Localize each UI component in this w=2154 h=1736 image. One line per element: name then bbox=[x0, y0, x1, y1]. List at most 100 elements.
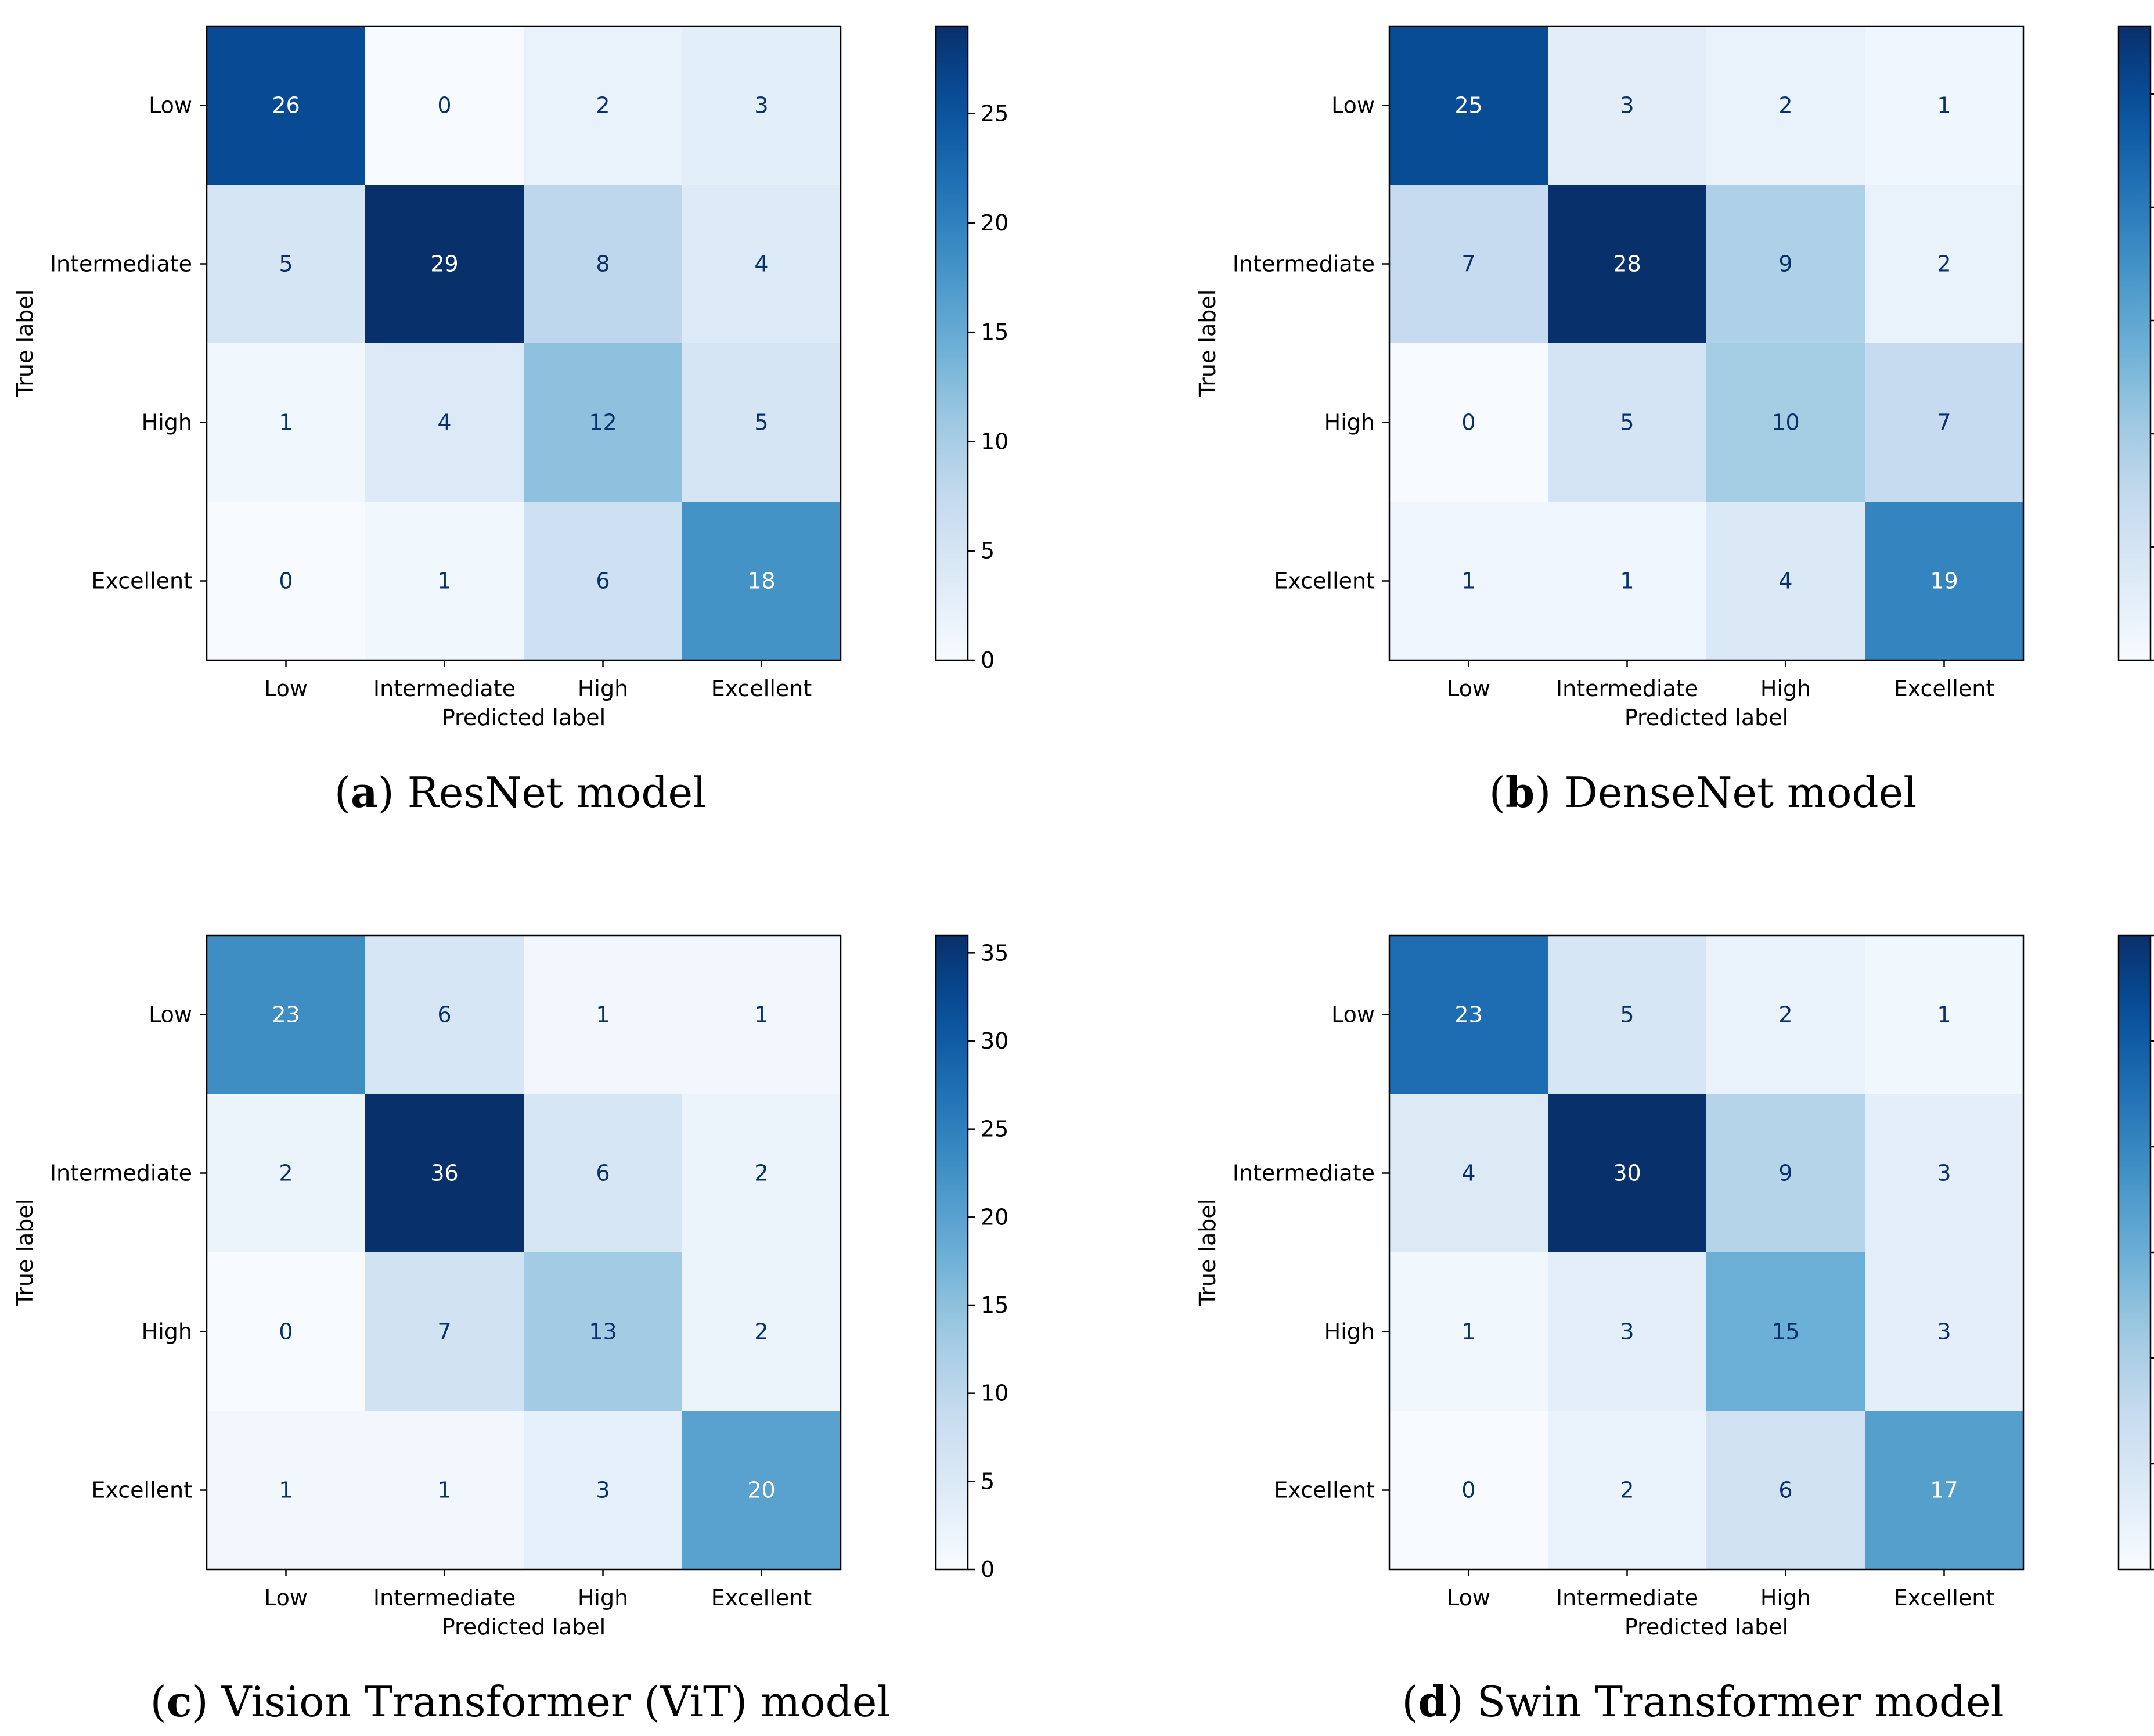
x-tick-label: Low bbox=[264, 1585, 308, 1611]
y-tick-label: Low bbox=[149, 93, 192, 118]
colorbar bbox=[2117, 934, 2152, 1571]
y-tick-label: High bbox=[1324, 1319, 1375, 1345]
colorbar-tick-label: 0 bbox=[981, 647, 995, 673]
y-tick-label: Intermediate bbox=[50, 251, 192, 277]
caption-paren-open: ( bbox=[1402, 1677, 1418, 1726]
colorbar-tick-label: 20 bbox=[981, 210, 1008, 236]
matrix-cell bbox=[365, 343, 524, 502]
cell-value: 17 bbox=[1930, 1478, 1958, 1503]
matrix-cell bbox=[1548, 343, 1706, 502]
matrix-cell bbox=[365, 1411, 524, 1569]
cell-value: 4 bbox=[1461, 1161, 1475, 1186]
matrix-cell bbox=[1865, 1094, 2023, 1252]
cell-value: 2 bbox=[279, 1161, 293, 1186]
caption-paren-open: ( bbox=[334, 768, 351, 817]
matrix-cell bbox=[682, 26, 841, 185]
matrix-cell bbox=[207, 1094, 365, 1252]
matrix-cell bbox=[207, 1252, 365, 1411]
x-tick-label: Low bbox=[264, 676, 308, 701]
cell-value: 23 bbox=[272, 1002, 300, 1028]
matrix-cell bbox=[207, 935, 365, 1094]
x-tick-label: Excellent bbox=[711, 676, 812, 701]
cell-value: 1 bbox=[1461, 568, 1475, 594]
y-axis-title: True label bbox=[1195, 290, 1220, 398]
matrix-cell bbox=[1706, 1411, 1865, 1569]
y-tick-label: Excellent bbox=[91, 1478, 192, 1503]
cell-value: 23 bbox=[1454, 1002, 1482, 1028]
colorbar-tick-label: 5 bbox=[981, 538, 995, 564]
cell-value: 3 bbox=[1937, 1161, 1951, 1186]
matrix-cell bbox=[1865, 502, 2023, 660]
x-tick-label: Intermediate bbox=[1556, 1585, 1698, 1611]
cell-value: 2 bbox=[1937, 251, 1951, 277]
matrix-cell bbox=[365, 502, 524, 660]
x-tick-label: High bbox=[1760, 1585, 1811, 1611]
cell-value: 1 bbox=[1937, 93, 1951, 118]
cell-value: 5 bbox=[1620, 410, 1634, 435]
x-axis-title: Predicted label bbox=[1624, 1614, 1788, 1640]
cell-value: 10 bbox=[1771, 410, 1799, 435]
x-tick-label: Low bbox=[1447, 1585, 1490, 1611]
matrix-cell bbox=[1389, 935, 1548, 1094]
matrix-cell bbox=[682, 935, 841, 1094]
matrix-cell bbox=[1548, 1252, 1706, 1411]
cell-value: 13 bbox=[589, 1319, 617, 1345]
matrix-cell bbox=[1706, 1094, 1865, 1252]
matrix-cell bbox=[682, 343, 841, 502]
x-tick-label: High bbox=[578, 1585, 628, 1611]
matrix-cell bbox=[1865, 185, 2023, 343]
matrix-cell bbox=[1548, 1411, 1706, 1569]
cell-value: 6 bbox=[1778, 1478, 1792, 1503]
matrix-cell bbox=[1865, 1252, 2023, 1411]
colorbar-tick-label: 15 bbox=[981, 319, 1008, 345]
matrix-cell bbox=[1865, 1411, 2023, 1569]
colorbar-tick-label: 10 bbox=[981, 1381, 1008, 1406]
matrix-cell bbox=[1548, 185, 1706, 343]
y-tick-label: Low bbox=[149, 1002, 192, 1028]
y-tick-label: Excellent bbox=[1274, 568, 1375, 594]
y-tick-label: Intermediate bbox=[1233, 1161, 1375, 1186]
colorbar-tick-label: 0 bbox=[981, 1557, 995, 1582]
cell-value: 2 bbox=[596, 93, 610, 118]
cell-value: 4 bbox=[437, 410, 451, 435]
y-tick-label: High bbox=[142, 410, 192, 435]
x-axis-title: Predicted label bbox=[442, 1614, 606, 1640]
colorbar-tick-label: 15 bbox=[981, 1292, 1008, 1318]
cell-value: 1 bbox=[1620, 568, 1634, 594]
cell-value: 25 bbox=[1454, 93, 1482, 118]
cell-value: 3 bbox=[1620, 93, 1634, 118]
matrix-cell bbox=[682, 1094, 841, 1252]
cell-value: 0 bbox=[279, 1319, 293, 1345]
cell-value: 4 bbox=[1778, 568, 1792, 594]
matrix-frame bbox=[1388, 934, 2025, 1571]
cell-value: 0 bbox=[279, 568, 293, 594]
x-tick-label: Intermediate bbox=[373, 1585, 516, 1611]
colorbar-tick-label: 10 bbox=[981, 428, 1008, 454]
matrix-cell bbox=[365, 1094, 524, 1252]
matrix-cell bbox=[1865, 935, 2023, 1094]
confusion-matrix-c: 23 6 1 12 36 6 20 7 13 21 1 3 20LowIntermediateHighE… bbox=[12, 934, 1008, 1726]
cell-value: 3 bbox=[1620, 1319, 1634, 1345]
matrix-cell bbox=[207, 185, 365, 343]
cell-value: 8 bbox=[596, 251, 610, 277]
panel-caption: (a) ResNet model bbox=[334, 768, 706, 817]
matrix-cell bbox=[1389, 1094, 1548, 1252]
cell-value: 2 bbox=[1620, 1478, 1634, 1503]
cell-value: 1 bbox=[596, 1002, 610, 1028]
colorbar bbox=[935, 934, 969, 1571]
cell-value: 1 bbox=[1937, 1002, 1951, 1028]
cell-value: 2 bbox=[1778, 93, 1792, 118]
matrix-frame bbox=[1388, 25, 2025, 661]
y-axis-title: True label bbox=[12, 1199, 38, 1307]
caption-paren-open: ( bbox=[150, 1677, 167, 1726]
matrix-cell bbox=[682, 185, 841, 343]
cell-value: 3 bbox=[596, 1478, 610, 1503]
cell-value: 20 bbox=[747, 1478, 775, 1503]
cell-value: 7 bbox=[1461, 251, 1475, 277]
matrix-cell bbox=[1706, 26, 1865, 185]
matrix-cell bbox=[1706, 1252, 1865, 1411]
cell-value: 0 bbox=[437, 93, 451, 118]
matrix-cell bbox=[1389, 185, 1548, 343]
confusion-matrix-b: 25 3 2 1 7 28 9 2 0 5 10 7 1 1 4 19 Low Intermediate High E… bbox=[1195, 25, 2154, 817]
x-tick-label: Low bbox=[1447, 676, 1490, 701]
